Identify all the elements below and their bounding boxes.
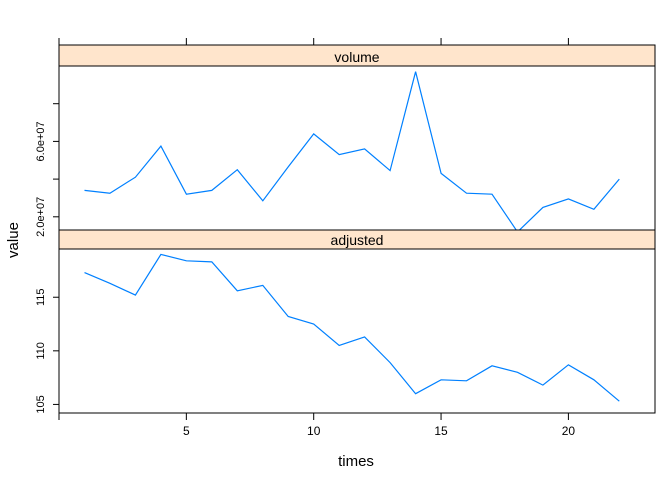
strip-volume — [59, 45, 655, 66]
chart-panels: volume adjusted — [58, 44, 656, 414]
x-tick-label: 20 — [562, 424, 576, 438]
y-tick-label-volume: 6.0e+07 — [35, 121, 47, 161]
y-tick-label-adjusted: 115 — [35, 288, 47, 306]
y-tick-label-volume: 2.0e+07 — [35, 197, 47, 237]
chart-axes: 2.0e+07 6.0e+07 105 110 115 5 10 15 20 — [35, 38, 575, 438]
y-tick-label-adjusted: 110 — [35, 342, 47, 360]
y-axis-label: value — [5, 222, 22, 258]
y-tick-label-adjusted: 105 — [35, 395, 47, 413]
x-tick-label: 5 — [183, 424, 190, 438]
panel-volume: volume — [58, 44, 656, 233]
series-line-adjusted — [84, 253, 620, 402]
strip-label-adjusted: adjusted — [331, 232, 384, 248]
series-line-volume — [84, 71, 620, 233]
x-tick-label: 10 — [307, 424, 321, 438]
x-tick-label: 15 — [434, 424, 448, 438]
x-axis-label: times — [338, 453, 374, 470]
panel-frame-adjusted — [58, 229, 656, 414]
strip-label-volume: volume — [334, 49, 379, 65]
panel-frame-volume — [58, 44, 656, 231]
strip-adjusted — [59, 230, 655, 249]
panel-adjusted: adjusted — [58, 229, 656, 414]
